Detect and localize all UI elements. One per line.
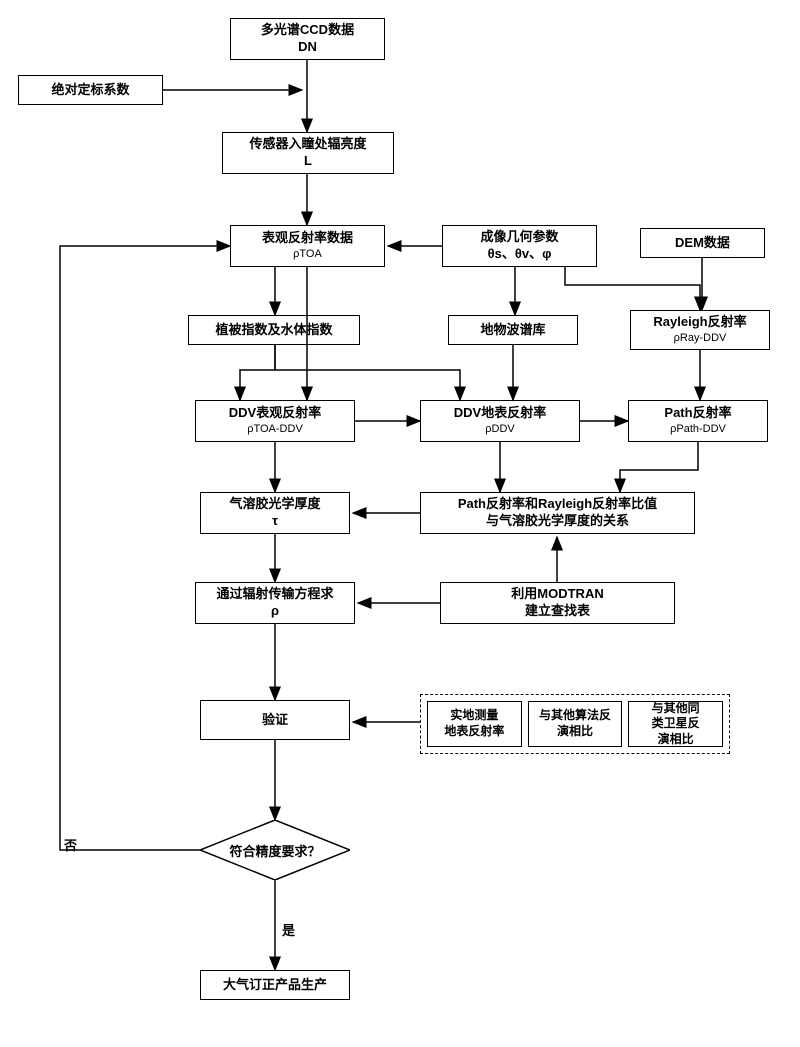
label: DDV表观反射率 [229,405,321,422]
label: DDV地表反射率 [454,405,546,422]
node-ratio-relation: Path反射率和Rayleigh反射率比值 与气溶胶光学厚度的关系 [420,492,695,534]
label: 地物波谱库 [480,322,545,339]
label-sub: 与气溶胶光学厚度的关系 [486,513,629,530]
label-sub: ρRay-DDV [674,331,727,345]
label-sub: θs、θv、φ [488,246,552,263]
label: 绝对定标系数 [51,82,129,99]
label-sub: ρ [271,603,279,620]
label: 通过辐射传输方程求 [216,586,333,603]
node-geometry-params: 成像几何参数 θs、θv、φ [442,225,597,267]
node-rt-equation: 通过辐射传输方程求 ρ [195,582,355,624]
label: 多光谱CCD数据 [261,22,354,39]
label: 表观反射率数据 [262,230,353,247]
node-veg-water-index: 植被指数及水体指数 [188,315,360,345]
label-sub: ρTOA-DDV [247,422,303,436]
node-radiance: 传感器入瞳处辐亮度 L [222,132,394,174]
label-sub: ρPath-DDV [670,422,726,436]
node-ddv-toa: DDV表观反射率 ρTOA-DDV [195,400,355,442]
edge-label-no: 否 [64,835,77,854]
node-validation: 验证 [200,700,350,740]
validation-other-algo: 与其他算法反演相比 [528,701,623,747]
node-rayleigh-refl: Rayleigh反射率 ρRay-DDV [630,310,770,350]
label-sub: 建立查找表 [525,603,590,620]
label: 植被指数及水体指数 [215,322,332,339]
validation-field-measure: 实地测量地表反射率 [427,701,522,747]
label: 验证 [262,712,288,729]
validation-other-sat: 与其他同类卫星反演相比 [628,701,723,747]
label: 成像几何参数 [480,229,558,246]
label: Path反射率 [664,405,731,422]
node-dem-data: DEM数据 [640,228,765,258]
decision-accuracy: 符合精度要求？ [200,820,350,880]
label: DEM数据 [675,235,730,252]
node-spectral-lib: 地物波谱库 [448,315,578,345]
node-calibration-coeff: 绝对定标系数 [18,75,163,105]
node-ddv-surface: DDV地表反射率 ρDDV [420,400,580,442]
decision-label: 符合精度要求？ [200,820,350,880]
node-ccd-data: 多光谱CCD数据 DN [230,18,385,60]
label: 气溶胶光学厚度 [229,496,320,513]
label-sub: DN [298,39,317,56]
node-aot: 气溶胶光学厚度 τ [200,492,350,534]
label: 传感器入瞳处辐亮度 [249,136,366,153]
node-product: 大气订正产品生产 [200,970,350,1000]
label: 大气订正产品生产 [223,977,327,994]
label: 利用MODTRAN [511,586,603,603]
label-sub: ρTOA [293,247,322,261]
node-path-refl: Path反射率 ρPath-DDV [628,400,768,442]
edge-label-yes: 是 [282,920,295,939]
label-sub: τ [272,513,278,530]
node-toa-reflectance: 表观反射率数据 ρTOA [230,225,385,267]
label: Path反射率和Rayleigh反射率比值 [458,496,657,513]
node-modtran-lut: 利用MODTRAN 建立查找表 [440,582,675,624]
label: Rayleigh反射率 [653,314,746,331]
validation-group: 实地测量地表反射率 与其他算法反演相比 与其他同类卫星反演相比 [420,694,730,754]
label-sub: L [304,153,312,170]
label-sub: ρDDV [485,422,514,436]
